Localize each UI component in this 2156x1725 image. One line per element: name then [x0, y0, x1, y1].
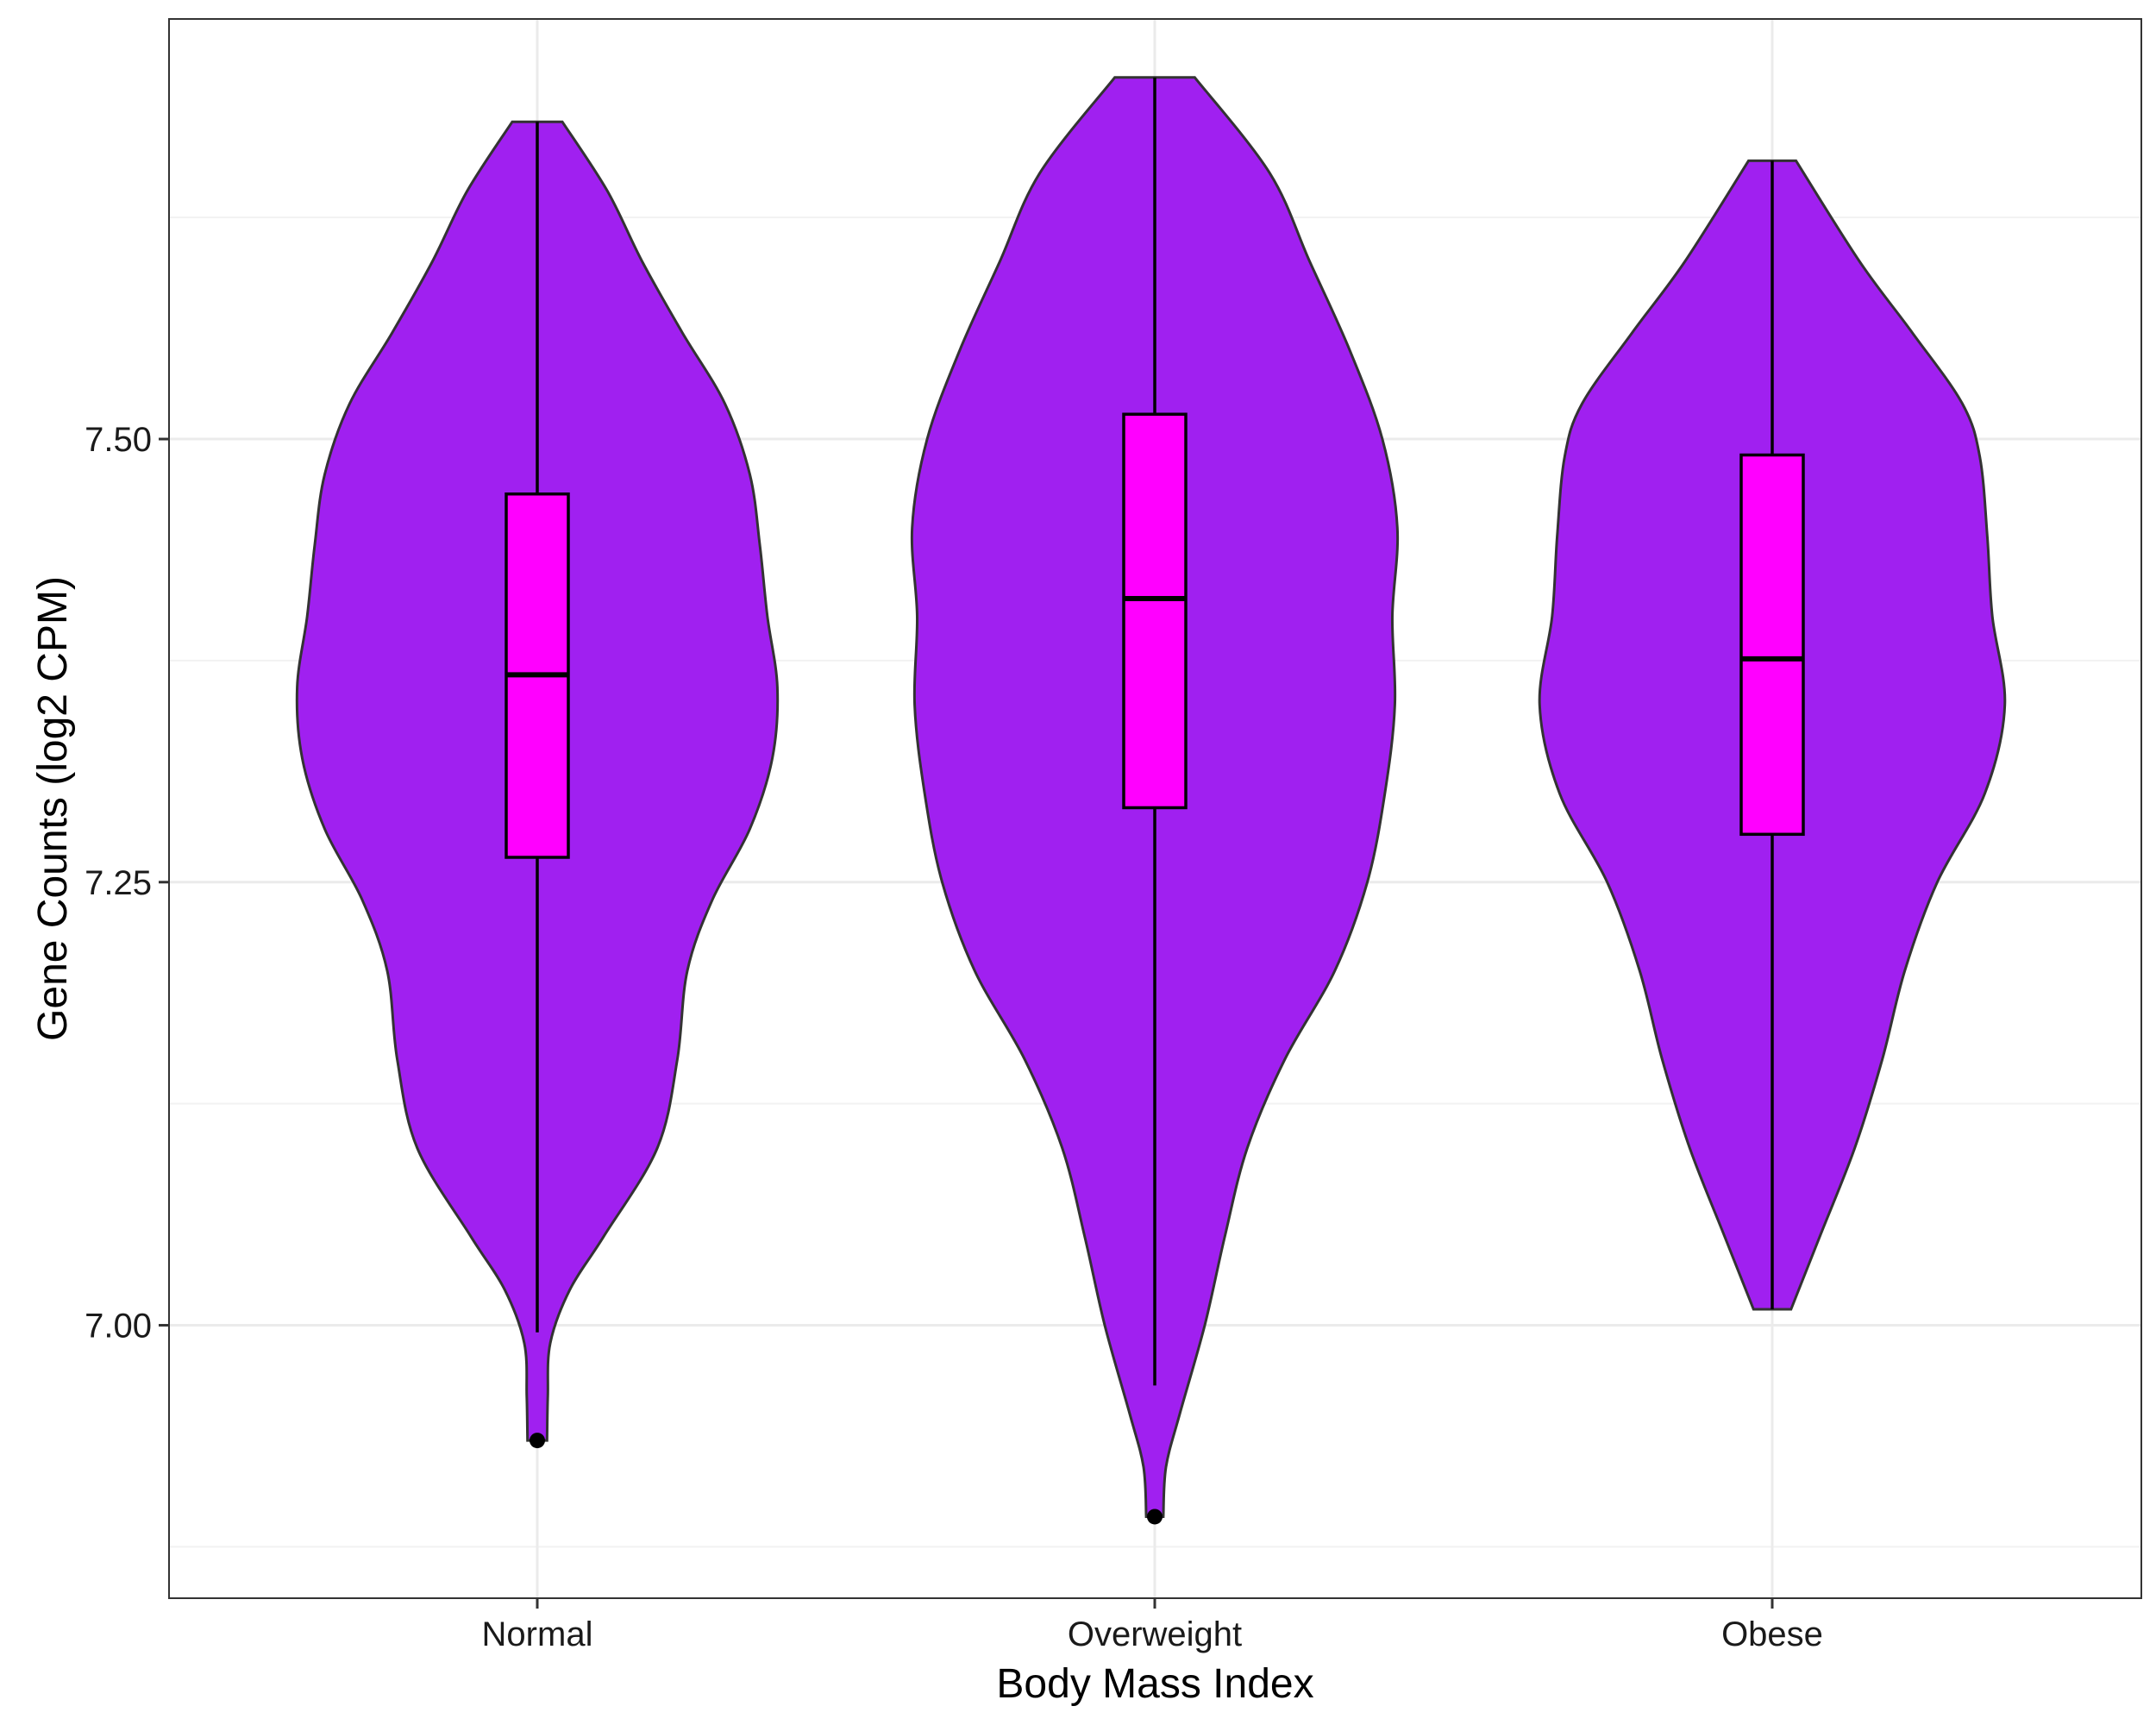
y-axis-title: Gene Counts (log2 CPM) — [30, 576, 76, 1041]
axis-layer: Normal Overweight Obese 7.00 7.25 7.50 — [85, 421, 1823, 1653]
outlier-point-normal — [530, 1433, 545, 1449]
box-obese — [1739, 453, 1805, 837]
x-tick-label-normal: Normal — [482, 1615, 593, 1653]
y-tick-label: 7.50 — [85, 421, 152, 459]
x-tick-label-overweight: Overweight — [1068, 1615, 1242, 1653]
outlier-point-overweight — [1147, 1509, 1163, 1525]
y-tick-label: 7.25 — [85, 864, 152, 902]
x-tick-label-obese: Obese — [1721, 1615, 1823, 1653]
x-axis-title: Body Mass Index — [996, 1661, 1313, 1707]
box-overweight — [1122, 412, 1188, 810]
box-layer — [505, 77, 1805, 1525]
y-tick-label: 7.00 — [85, 1308, 152, 1346]
